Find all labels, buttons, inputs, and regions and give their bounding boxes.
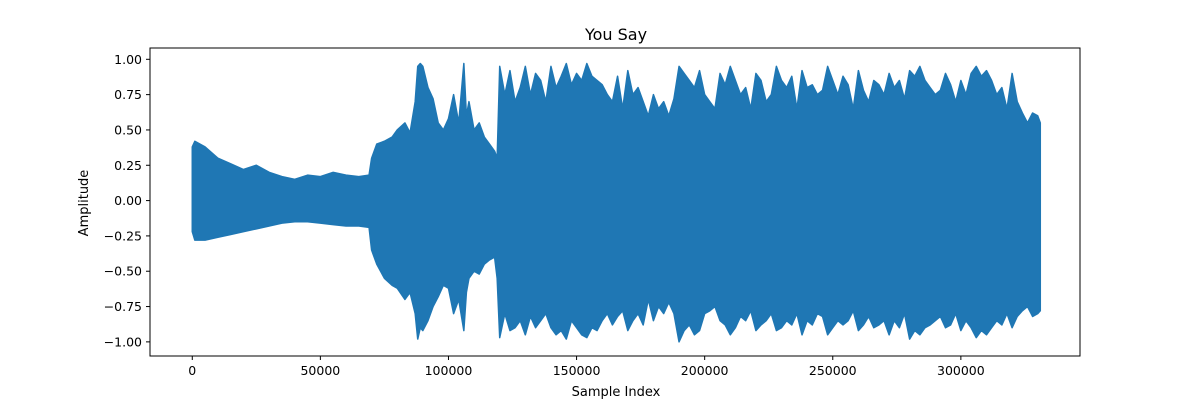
y-axis-ticks: 1.00 0.75 0.50 0.25 0.00 −0.25 −0.50 −0.75 −1.00 [104, 52, 150, 349]
y-tick-label: 0.50 [114, 122, 142, 137]
y-tick-label: 0.00 [114, 193, 142, 208]
x-tick-label: 50000 [300, 363, 340, 378]
y-tick-label: −1.00 [104, 334, 142, 349]
y-tick-label: −0.25 [104, 228, 142, 243]
x-tick-label: 150000 [553, 363, 601, 378]
x-tick-label: 250000 [809, 363, 857, 378]
waveform-series [191, 62, 1042, 343]
y-tick-label: −0.75 [104, 299, 142, 314]
chart-title: You Say [584, 25, 647, 44]
x-tick-label: 200000 [681, 363, 729, 378]
x-tick-label: 300000 [937, 363, 985, 378]
y-axis-label: Amplitude [77, 170, 92, 237]
x-tick-label: 0 [188, 363, 196, 378]
x-axis-ticks: 0 50000 100000 150000 200000 250000 300000 [188, 356, 985, 378]
x-axis-label: Sample Index [572, 385, 661, 400]
waveform-envelope [191, 62, 1042, 343]
plot-frame [149, 47, 1081, 357]
plot-area [191, 62, 1042, 343]
y-tick-label: −0.50 [104, 264, 142, 279]
y-tick-label: 0.75 [114, 87, 142, 102]
y-tick-label: 0.25 [114, 158, 142, 173]
x-tick-label: 100000 [425, 363, 473, 378]
y-tick-label: 1.00 [114, 52, 142, 67]
